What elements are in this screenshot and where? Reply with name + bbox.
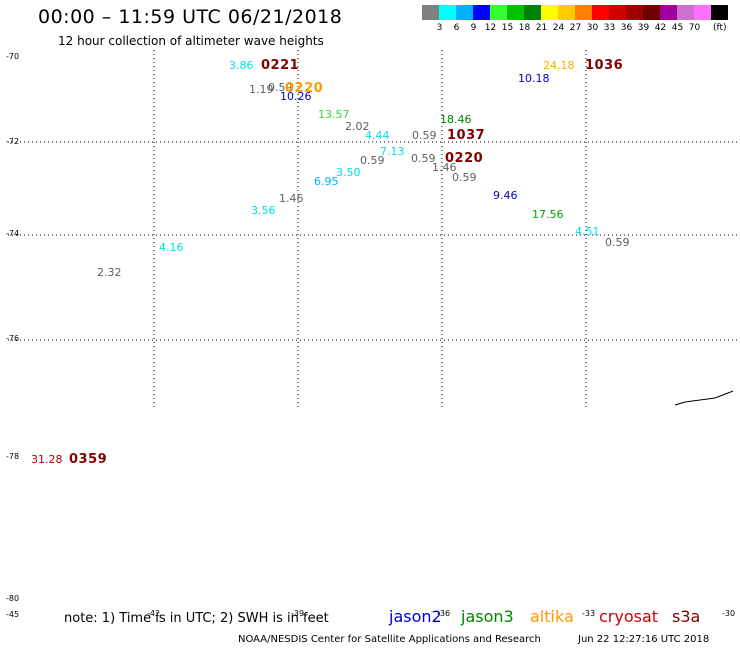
wave-height-value: 9.46 — [493, 189, 518, 202]
map-subtitle: 12 hour collection of altimeter wave hei… — [58, 34, 324, 48]
wave-height-value: 0.59 — [605, 236, 630, 249]
wave-height-value: 4.44 — [365, 129, 390, 142]
legend-label: 15 — [501, 23, 514, 33]
satellite-jason3: jason3 — [461, 607, 514, 626]
legend-swatch — [490, 5, 507, 20]
legend-label: 9 — [470, 23, 477, 33]
wave-height-value: 17.56 — [532, 208, 564, 221]
legend-label: 42 — [654, 23, 667, 33]
legend-swatch — [711, 5, 728, 20]
legend-swatch — [626, 5, 643, 20]
legend-swatch — [439, 5, 456, 20]
credit-line: NOAA/NESDIS Center for Satellite Applica… — [238, 634, 541, 645]
wave-height-value: 1.19 — [249, 83, 274, 96]
satellite-s3a: s3a — [672, 607, 701, 626]
wave-height-value: 0.59 — [412, 129, 437, 142]
legend-swatch — [592, 5, 609, 20]
latitude-label: -80 — [6, 594, 20, 603]
legend-swatch — [694, 5, 711, 20]
wave-height-value: 1.46 — [432, 161, 457, 174]
wave-height-value: 24.18 — [543, 59, 575, 72]
legend-swatch — [643, 5, 660, 20]
longitude-label: -45 — [6, 610, 20, 619]
longitude-label: -42 — [147, 609, 161, 618]
legend-swatch — [422, 5, 439, 20]
wave-height-value: 2.02 — [345, 120, 370, 133]
legend-label: 70 — [688, 23, 701, 33]
legend-swatch — [660, 5, 677, 20]
legend-label: 6 — [453, 23, 460, 33]
longitude-label: -33 — [582, 609, 596, 618]
wave-height-value: 10.26 — [280, 90, 312, 103]
legend-swatch — [456, 5, 473, 20]
wave-height-value: 1.46 — [279, 192, 304, 205]
legend-swatch — [558, 5, 575, 20]
wave-height-value: 10.18 — [518, 72, 550, 85]
wave-height-value: 4.51 — [575, 225, 600, 238]
legend-swatch — [473, 5, 490, 20]
satellite-cryosat: cryosat — [599, 607, 659, 626]
legend-swatch — [677, 5, 694, 20]
pass-time-label: 1036 — [585, 58, 624, 73]
pass-time-label: 0220 — [285, 81, 324, 96]
legend-label: 36 — [620, 23, 633, 33]
wave-height-value: 0.59 — [268, 81, 293, 94]
pass-time-label: 1037 — [447, 128, 486, 143]
wave-height-value: 31.28 — [31, 453, 63, 466]
satellite-jason2: jason2 — [389, 607, 442, 626]
legend-swatch — [609, 5, 626, 20]
wave-height-value: 6.95 — [314, 175, 339, 188]
pass-time-label: 0221 — [261, 58, 300, 73]
wave-height-value: 2.32 — [97, 266, 122, 279]
wave-height-value: 0.59 — [411, 152, 436, 165]
legend-label: 18 — [518, 23, 531, 33]
legend-unit: (ft) — [713, 23, 727, 33]
legend-label: 33 — [603, 23, 616, 33]
wave-height-value: 18.46 — [440, 113, 472, 126]
latitude-label: -72 — [6, 137, 20, 146]
legend-label: 12 — [484, 23, 497, 33]
pass-time-label: 0220 — [445, 151, 484, 166]
latitude-label: -76 — [6, 334, 20, 343]
latitude-label: -70 — [6, 52, 20, 61]
pass-time-label: 0359 — [69, 452, 108, 467]
legend-label: 30 — [586, 23, 599, 33]
wave-height-value: 3.56 — [251, 204, 276, 217]
map-title: 00:00 – 11:59 UTC 06/21/2018 — [38, 6, 343, 28]
wave-height-value: 0.59 — [360, 154, 385, 167]
longitude-label: -39 — [291, 609, 305, 618]
wave-height-value: 0.59 — [452, 171, 477, 184]
coastline — [674, 390, 734, 406]
wave-height-value: 7.13 — [380, 145, 405, 158]
legend-swatch — [541, 5, 558, 20]
legend-swatch — [524, 5, 541, 20]
latitude-label: -78 — [6, 452, 20, 461]
latitude-label: -74 — [6, 229, 20, 238]
legend-label: 24 — [552, 23, 565, 33]
legend-swatch — [507, 5, 524, 20]
legend-swatch — [575, 5, 592, 20]
legend-label: 27 — [569, 23, 582, 33]
wave-height-value: 4.16 — [159, 241, 184, 254]
legend-label: 3 — [436, 23, 443, 33]
wave-height-value: 3.86 — [229, 59, 254, 72]
footnote: note: 1) Time is in UTC; 2) SWH is in fe… — [64, 611, 329, 626]
longitude-label: -36 — [437, 609, 451, 618]
legend-label: 21 — [535, 23, 548, 33]
wave-height-value: 13.57 — [318, 108, 350, 121]
legend-label: 39 — [637, 23, 650, 33]
generation-timestamp: Jun 22 12:27:16 UTC 2018 — [578, 634, 710, 645]
legend-label: 45 — [671, 23, 684, 33]
satellite-altika: altika — [530, 607, 574, 626]
wave-height-value: 3.50 — [336, 166, 361, 179]
longitude-label: -30 — [722, 609, 736, 618]
